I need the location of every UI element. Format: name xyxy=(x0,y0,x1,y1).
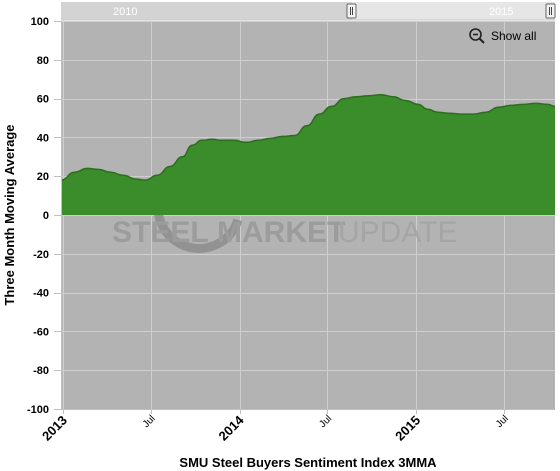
x-tick-label-year: 2013 xyxy=(39,413,70,444)
navigator-right-handle[interactable] xyxy=(545,3,556,19)
y-tick-label: 0 xyxy=(43,210,49,222)
show-all-button[interactable]: Show all xyxy=(469,28,536,44)
navigator-label-2010: 2010 xyxy=(113,6,137,18)
x-axis-ticks: 2013 Jul 2014 Jul 2015 Jul xyxy=(39,409,511,444)
y-tick-label: -40 xyxy=(33,288,49,300)
y-axis-ticks: 100 80 60 40 20 0 -20 -40 -60 -80 -100 xyxy=(27,16,61,416)
zoom-out-magnifier-icon[interactable] xyxy=(469,28,485,44)
watermark-update: UPDATE xyxy=(338,216,457,249)
y-tick-label: -20 xyxy=(33,249,49,261)
y-tick-label: 20 xyxy=(37,171,49,183)
y-tick-label: 40 xyxy=(37,132,49,144)
navigator[interactable]: 2010 2015 xyxy=(61,2,556,21)
navigator-label-2015: 2015 xyxy=(489,6,513,18)
show-all-label[interactable]: Show all xyxy=(491,29,536,43)
y-tick-label: -100 xyxy=(27,404,49,416)
x-tick-label-month: Jul xyxy=(317,413,334,430)
x-tick-label-month: Jul xyxy=(494,413,511,430)
series-line xyxy=(60,93,556,181)
x-tick-label-year: 2014 xyxy=(216,412,248,444)
y-tick-label: -60 xyxy=(33,326,49,338)
x-tick-label-year: 2015 xyxy=(392,413,423,444)
watermark-market: MARKET xyxy=(217,216,345,249)
y-tick-label: 60 xyxy=(37,94,49,106)
y-tick-label: -80 xyxy=(33,365,49,377)
navigator-outside-range xyxy=(61,2,352,20)
series-area-fill xyxy=(61,94,555,215)
y-tick-label: 100 xyxy=(31,16,49,28)
watermark-steel: STEEL xyxy=(112,216,209,249)
series-area-layer xyxy=(60,93,556,215)
y-tick-label: 80 xyxy=(37,55,49,67)
x-tick-label-month: Jul xyxy=(141,413,158,430)
navigator-left-handle[interactable] xyxy=(346,3,357,19)
watermark-logo: STEEL MARKET UPDATE xyxy=(112,193,457,253)
y-axis-title: Three Month Moving Average xyxy=(2,124,17,305)
x-axis-title: SMU Steel Buyers Sentiment Index 3MMA xyxy=(179,455,437,470)
